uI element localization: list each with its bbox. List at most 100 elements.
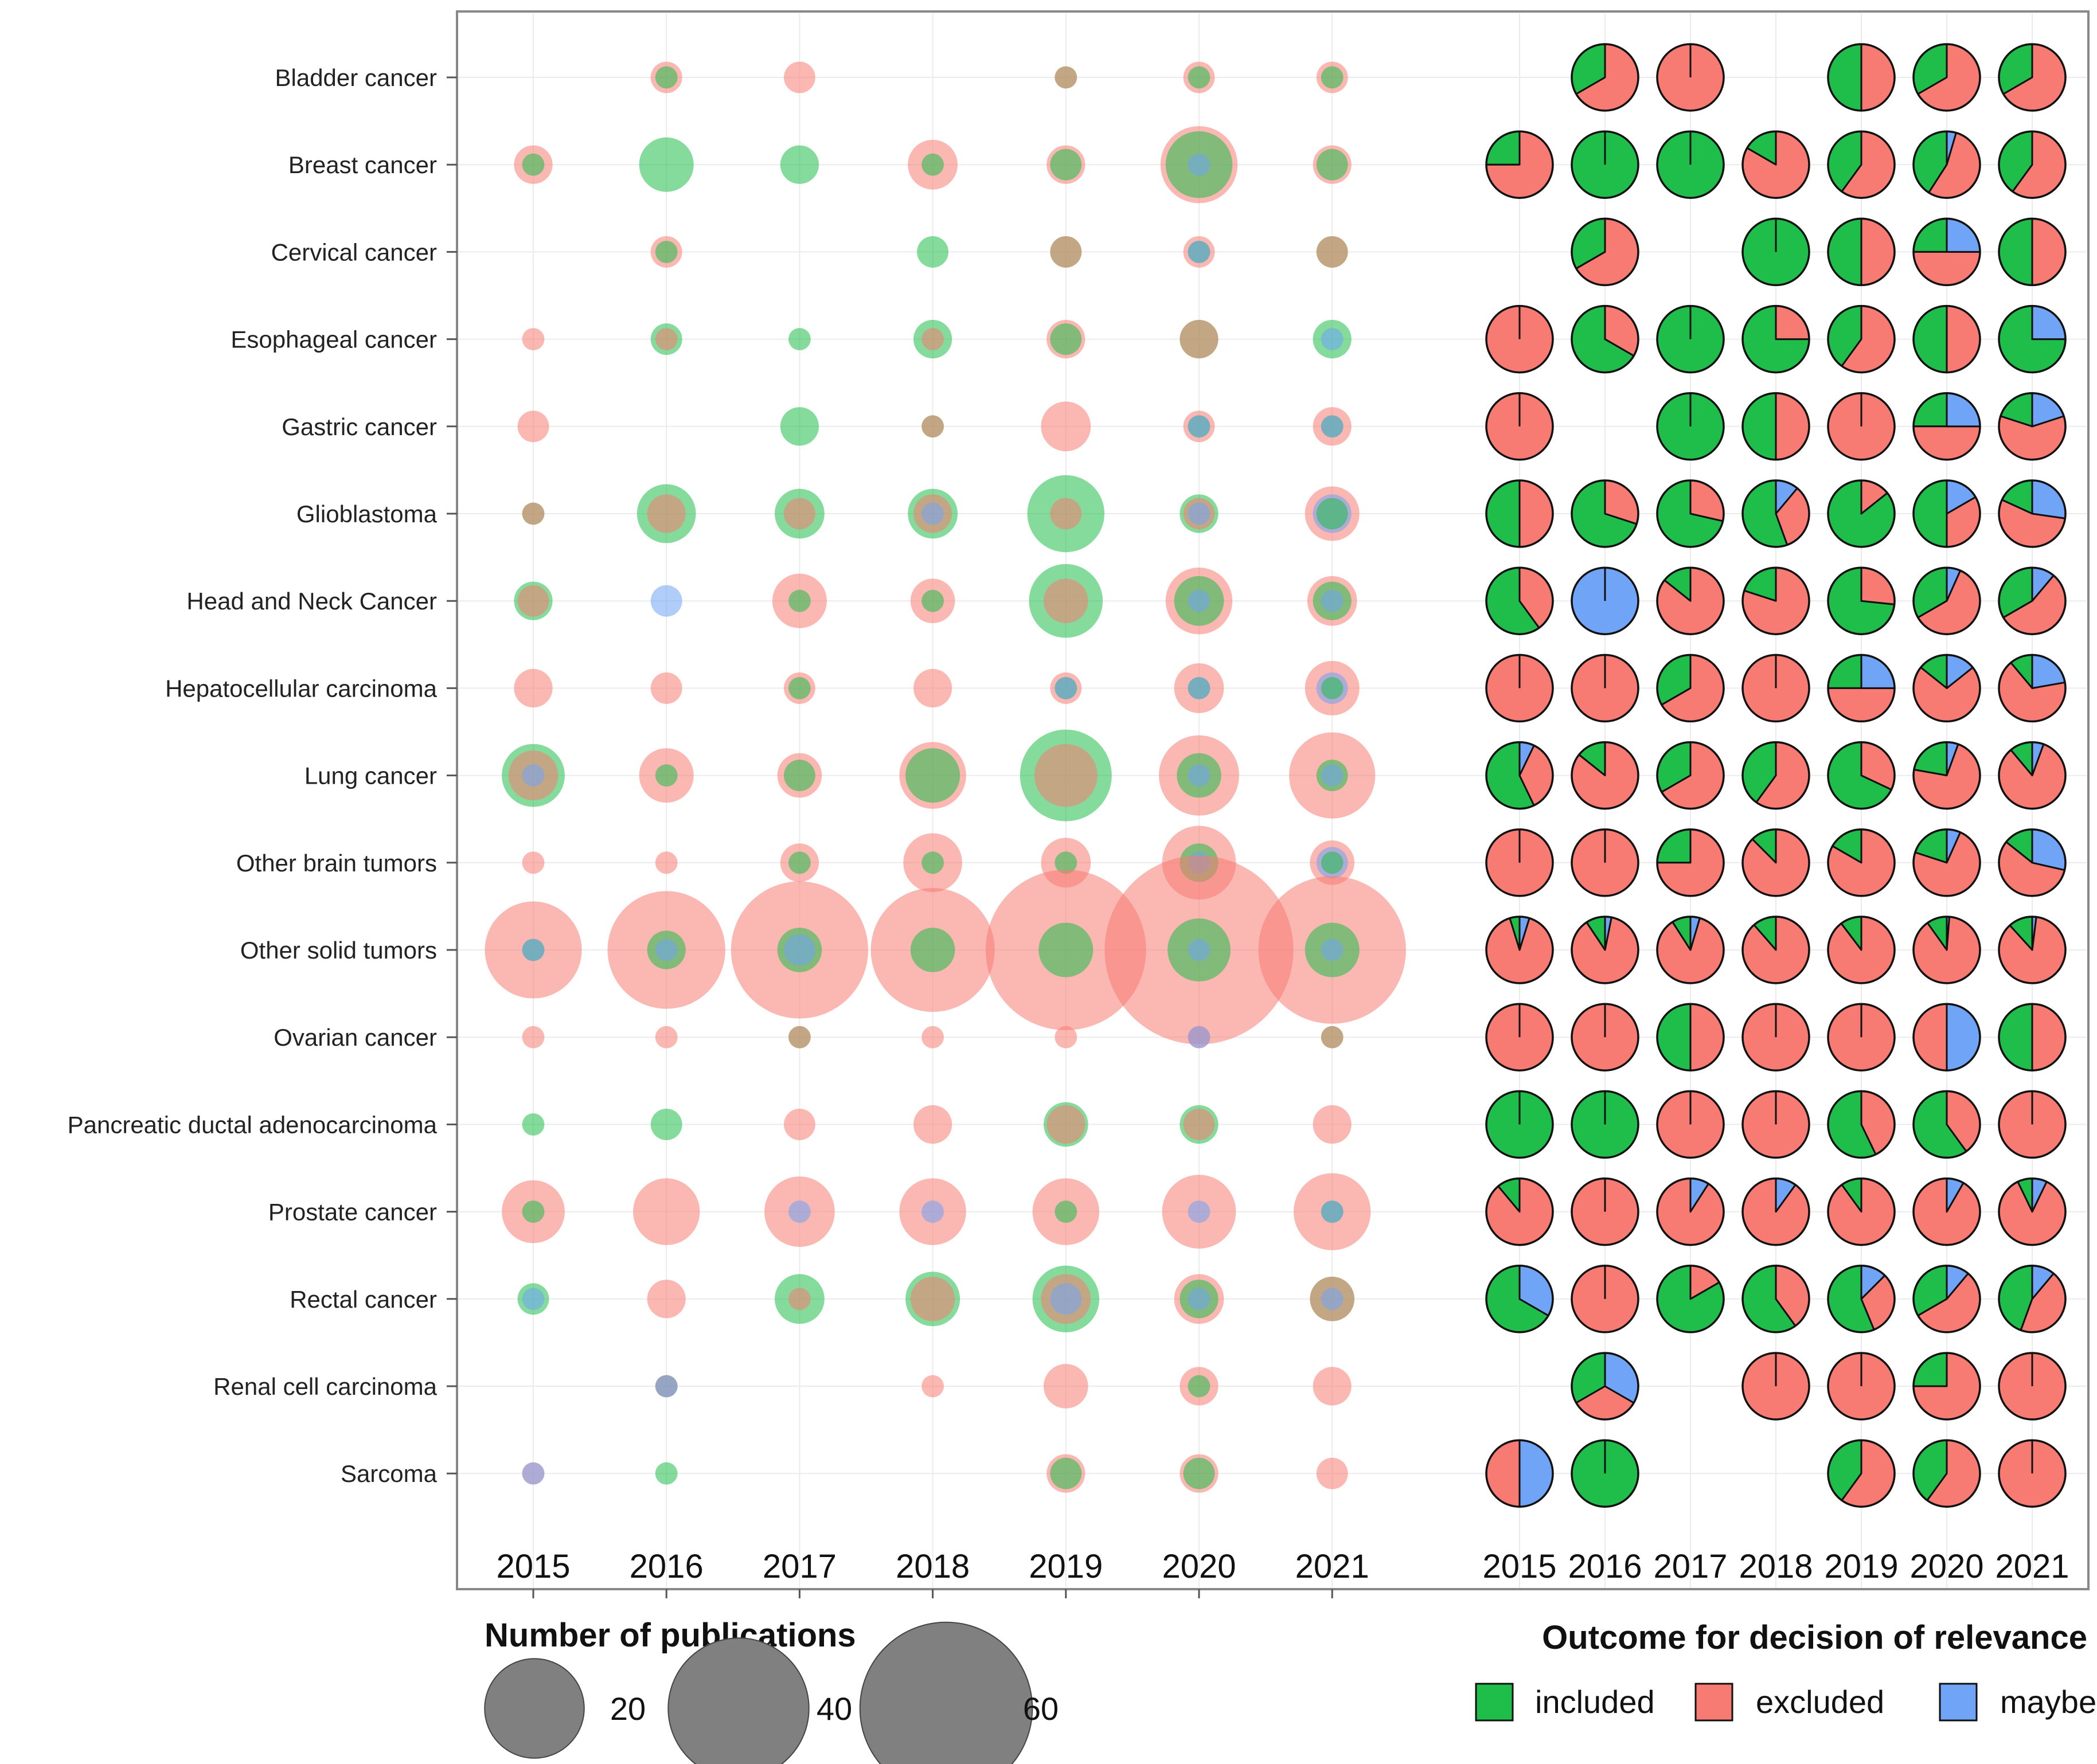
- bubble-excluded-lung-cancer-2019: [1034, 744, 1098, 807]
- bubble-maybe-breast-cancer-2020: [1188, 153, 1210, 176]
- bubble-year-label: 2019: [1029, 1548, 1103, 1585]
- size-legend-label: 60: [1023, 1691, 1059, 1727]
- pie-outline-gastric-cancer-2021: [1998, 392, 2067, 461]
- pie-outline-head-and-neck-cancer-2015: [1485, 566, 1554, 635]
- bubble-maybe-sarcoma-2015: [522, 1462, 545, 1485]
- bubble-excluded-renal-cell-carcinoma-2021: [1313, 1367, 1352, 1406]
- pie-outline-hepatocellular-carcinoma-2018: [1741, 654, 1810, 723]
- pie-outline-hepatocellular-carcinoma-2016: [1571, 654, 1639, 723]
- bubble-maybe-glioblastoma-2020: [1188, 502, 1210, 525]
- bubble-included-lung-cancer-2018: [905, 748, 960, 803]
- pie-outline-cervical-cancer-2019: [1827, 217, 1896, 287]
- pie-outline-other-brain-tumors-2016: [1571, 828, 1639, 897]
- category-label: Ovarian cancer: [274, 1024, 437, 1051]
- pie-outline-breast-cancer-2019: [1827, 130, 1896, 199]
- pie-outline-other-solid-tumors-2018: [1741, 916, 1810, 984]
- pie-outline-prostate-cancer-2020: [1912, 1177, 1981, 1246]
- category-label: Other solid tumors: [240, 937, 437, 964]
- pie-outline-hepatocellular-carcinoma-2015: [1485, 654, 1554, 723]
- category-label: Hepatocellular carcinoma: [165, 675, 438, 702]
- pie-outline-bladder-cancer-2016: [1571, 43, 1639, 112]
- bubble-excluded-other-brain-tumors-2015: [522, 851, 545, 874]
- bubble-maybe-rectal-cancer-2021: [1321, 1288, 1344, 1311]
- bubble-year-label: 2016: [630, 1548, 704, 1585]
- pie-year-label: 2021: [1995, 1548, 2069, 1585]
- bubble-excluded-rectal-cancer-2016: [647, 1280, 686, 1319]
- color-legend: Outcome for decision of relevance includ…: [1475, 1619, 2096, 1722]
- category-label: Renal cell carcinoma: [213, 1373, 437, 1400]
- pie-outline-rectal-cancer-2017: [1656, 1265, 1725, 1333]
- pie-outline-other-solid-tumors-2020: [1912, 916, 1981, 984]
- pie-outline-rectal-cancer-2018: [1741, 1265, 1810, 1333]
- bubble-excluded-pancreatic-ductal-adenocarcinoma-2018: [913, 1105, 952, 1144]
- bubble-excluded-pancreatic-ductal-adenocarcinoma-2021: [1313, 1105, 1352, 1144]
- bubble-maybe-ovarian-cancer-2020: [1188, 1026, 1210, 1049]
- bubble-included-hepatocellular-carcinoma-2017: [788, 677, 811, 699]
- bubble-excluded-prostate-cancer-2016: [633, 1178, 700, 1245]
- bubble-excluded-ovarian-cancer-2015: [522, 1026, 545, 1049]
- x-axis: 2015 2016 2017 2018 2019 2020 2021 2015 2016 2017…: [496, 1548, 2069, 1598]
- color-legend-swatch-excluded: [1694, 1683, 1733, 1722]
- pie-outline-bladder-cancer-2021: [1998, 43, 2067, 112]
- pie-outline-gastric-cancer-2018: [1741, 392, 1810, 461]
- bubble-excluded-esophageal-cancer-2018: [921, 328, 944, 350]
- category-label: Breast cancer: [288, 151, 437, 178]
- bubble-maybe-hepatocellular-carcinoma-2019: [1055, 677, 1077, 699]
- bubble-excluded-glioblastoma-2016: [647, 494, 686, 533]
- bubble-excluded-ovarian-cancer-2018: [921, 1026, 944, 1049]
- bubble-excluded-cervical-cancer-2019: [1050, 236, 1082, 268]
- pie-outline-glioblastoma-2018: [1741, 479, 1810, 548]
- size-legend-label: 20: [610, 1691, 646, 1727]
- bubble-excluded-gastric-cancer-2018: [921, 415, 944, 438]
- bubble-maybe-lung-cancer-2021: [1321, 764, 1344, 787]
- bubble-maybe-prostate-cancer-2020: [1188, 1200, 1210, 1223]
- pie-outline-cervical-cancer-2018: [1741, 217, 1810, 287]
- pie-outline-head-and-neck-cancer-2021: [1998, 566, 2067, 635]
- bubble-included-cervical-cancer-2018: [917, 236, 949, 268]
- pie-year-label: 2018: [1739, 1548, 1813, 1585]
- bubble-maybe-head-and-neck-cancer-2016: [650, 585, 682, 617]
- bubble-included-esophageal-cancer-2019: [1050, 323, 1082, 355]
- pie-outline-other-brain-tumors-2017: [1656, 828, 1725, 897]
- bubble-maybe-lung-cancer-2020: [1188, 764, 1210, 787]
- size-legend-label: 40: [817, 1691, 852, 1727]
- category-label: Sarcoma: [341, 1460, 438, 1487]
- pie-outline-cervical-cancer-2021: [1998, 217, 2067, 287]
- bubble-maybe-head-and-neck-cancer-2021: [1321, 589, 1344, 612]
- bubble-included-gastric-cancer-2017: [780, 407, 819, 446]
- bubble-excluded-renal-cell-carcinoma-2018: [921, 1375, 944, 1398]
- bubble-included-renal-cell-carcinoma-2020: [1188, 1375, 1210, 1398]
- bubble-maybe-rectal-cancer-2020: [1188, 1288, 1210, 1311]
- pie-outline-hepatocellular-carcinoma-2017: [1656, 654, 1725, 723]
- bubble-included-lung-cancer-2016: [655, 764, 678, 787]
- bubble-excluded-gastric-cancer-2015: [517, 410, 549, 443]
- bubble-included-hepatocellular-carcinoma-2021: [1321, 677, 1344, 699]
- pie-outline-pancreatic-ductal-adenocarcinoma-2021: [1998, 1090, 2067, 1159]
- bubble-year-label: 2020: [1162, 1548, 1236, 1585]
- pie-outline-esophageal-cancer-2021: [1998, 304, 2067, 374]
- bubble-excluded-rectal-cancer-2018: [910, 1277, 955, 1321]
- color-legend-label: included: [1535, 1684, 1655, 1720]
- pie-year-label: 2020: [1909, 1548, 1983, 1585]
- bubble-excluded-ovarian-cancer-2019: [1055, 1026, 1077, 1049]
- pie-outline-sarcoma-2016: [1571, 1439, 1639, 1508]
- bubble-excluded-ovarian-cancer-2017: [788, 1026, 811, 1049]
- bubble-excluded-hepatocellular-carcinoma-2015: [514, 668, 553, 708]
- bubble-excluded-other-brain-tumors-2016: [655, 851, 678, 874]
- bubble-included-breast-cancer-2021: [1316, 148, 1348, 181]
- pie-outline-cervical-cancer-2020: [1912, 217, 1981, 287]
- pie-outline-pancreatic-ductal-adenocarcinoma-2015: [1485, 1090, 1554, 1159]
- pie-year-label: 2017: [1653, 1548, 1727, 1585]
- color-legend-swatch-maybe: [1939, 1683, 1978, 1722]
- pie-outline-rectal-cancer-2015: [1485, 1265, 1554, 1333]
- size-legend-title: Number of publications: [485, 1617, 856, 1654]
- pie-outline-glioblastoma-2021: [1998, 479, 2067, 548]
- pie-outline-ovarian-cancer-2016: [1571, 1003, 1639, 1071]
- pie-outline-ovarian-cancer-2017: [1656, 1003, 1725, 1071]
- bubble-maybe-glioblastoma-2018: [921, 502, 944, 525]
- bubble-maybe-prostate-cancer-2017: [788, 1200, 811, 1223]
- pie-outline-lung-cancer-2018: [1741, 741, 1810, 810]
- category-label: Lung cancer: [304, 762, 437, 789]
- size-legend-bubble-60: [859, 1621, 1033, 1764]
- pie-outline-breast-cancer-2016: [1571, 130, 1639, 199]
